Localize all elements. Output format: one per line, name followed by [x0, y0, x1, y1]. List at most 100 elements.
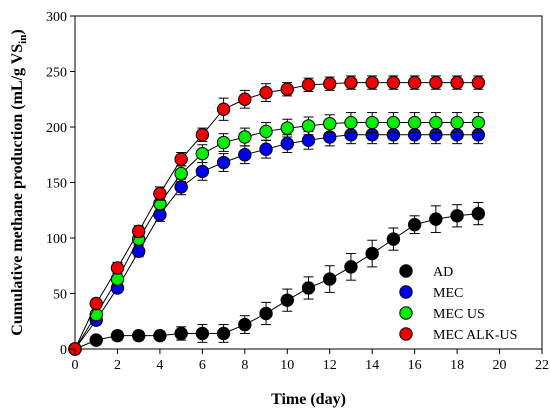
series-mec	[68, 125, 486, 356]
data-point-ad	[365, 246, 379, 261]
data-point-ad	[195, 326, 210, 341]
data-point-mec-us	[450, 115, 464, 130]
x-tick-label: 12	[323, 358, 337, 373]
data-point-ad	[216, 326, 231, 341]
series-layer	[68, 75, 486, 356]
data-point-mec-us	[280, 121, 294, 135]
x-tick-label: 8	[241, 358, 248, 373]
data-point-mec-alk-us	[131, 224, 146, 239]
data-point-mec-us	[323, 116, 337, 131]
data-point-mec-us	[259, 124, 273, 139]
data-point-mec	[238, 148, 252, 162]
data-point-mec-us	[429, 115, 443, 130]
series-mec-us	[68, 112, 486, 356]
data-point-mec-alk-us	[153, 186, 167, 201]
x-tick-label: 20	[493, 358, 507, 373]
data-point-mec-us	[471, 115, 486, 130]
y-axis-title-subscript: in	[17, 35, 29, 44]
data-point-mec	[195, 164, 210, 179]
data-point-ad	[407, 217, 422, 232]
data-point-mec-alk-us	[323, 77, 337, 91]
data-point-mec-alk-us	[344, 75, 358, 90]
data-point-mec-us	[195, 146, 210, 161]
data-point-ad	[429, 212, 443, 226]
data-point-ad	[344, 260, 358, 274]
data-point-ad	[450, 209, 464, 223]
data-point-mec-alk-us	[471, 75, 486, 90]
y-tick-label: 100	[46, 232, 67, 247]
data-point-ad	[238, 317, 252, 332]
data-point-ad	[471, 206, 486, 221]
data-point-ad	[89, 333, 103, 347]
y-axis-title-close: )	[9, 29, 26, 34]
data-point-mec-us	[89, 307, 103, 322]
x-tick-label: 22	[535, 358, 549, 373]
y-axis-title: Cumulative methane production (mL/g VSin…	[9, 29, 29, 335]
data-point-mec-us	[386, 115, 401, 130]
data-point-ad	[110, 328, 125, 343]
data-point-mec-alk-us	[280, 82, 294, 96]
data-point-mec-alk-us	[110, 261, 125, 275]
legend-item-mec-us: MEC US	[399, 306, 485, 322]
data-point-mec-us	[365, 115, 379, 130]
data-point-mec-alk-us	[195, 128, 210, 142]
data-point-mec	[259, 142, 273, 156]
x-tick-label: 2	[114, 358, 121, 373]
data-point-ad	[153, 328, 167, 343]
data-point-mec-alk-us	[259, 85, 273, 100]
x-tick-label: 16	[408, 358, 422, 373]
data-point-mec-alk-us	[365, 75, 379, 90]
y-tick-label: 200	[46, 121, 67, 136]
legend-item-mec: MEC	[399, 285, 463, 301]
series-ad	[68, 201, 486, 356]
data-point-mec	[174, 180, 188, 194]
data-point-mec-us	[344, 115, 358, 130]
x-tick-label: 6	[199, 358, 206, 373]
data-point-ad	[280, 293, 294, 307]
y-axis-title-main: Cumulative methane production (mL/g VS	[9, 44, 26, 336]
data-point-ad	[386, 232, 401, 246]
series-mec-alk-us	[68, 75, 486, 356]
data-point-mec-alk-us	[238, 92, 252, 106]
data-point-mec-alk-us	[174, 152, 188, 166]
data-point-mec-alk-us	[407, 75, 422, 90]
axis-layer: 0 2 4 6 8 10 12 14 16 18 20 22 0 50 100 150 200 250 300	[46, 10, 549, 373]
legend-marker-mec-alk-us	[399, 327, 413, 341]
data-point-mec-us	[216, 135, 231, 150]
x-tick-label: 0	[72, 358, 79, 373]
x-tick-label: 18	[450, 358, 464, 373]
legend-label-mec: MEC	[433, 286, 463, 301]
data-point-mec-us	[238, 130, 252, 144]
legend-label-mec-us: MEC US	[433, 307, 485, 322]
y-tick-label: 250	[46, 66, 67, 81]
data-point-mec-alk-us	[89, 296, 103, 311]
legend-label-mec-alk-us: MEC ALK-US	[433, 328, 517, 343]
x-tick-label: 14	[365, 358, 379, 373]
x-axis-title: Time (day)	[271, 391, 346, 408]
data-point-mec-alk-us	[301, 78, 316, 92]
x-tick-label: 4	[156, 358, 163, 373]
data-point-mec-alk-us	[450, 75, 464, 90]
data-point-ad	[259, 306, 273, 321]
data-point-ad	[301, 281, 316, 295]
legend-marker-mec	[399, 285, 413, 299]
data-point-mec-us	[174, 166, 188, 181]
data-point-mec	[301, 133, 316, 148]
y-tick-label: 150	[46, 177, 67, 192]
legend-item-ad: AD	[399, 264, 453, 280]
legend: AD MEC MEC US MEC ALK-US	[399, 264, 517, 343]
legend-marker-mec-us	[399, 306, 413, 320]
y-tick-label: 0	[60, 343, 67, 358]
legend-item-mec-alk-us: MEC ALK-US	[399, 327, 517, 343]
x-tick-label: 10	[280, 358, 294, 373]
data-point-ad	[323, 272, 337, 286]
y-tick-label: 50	[53, 288, 67, 303]
data-point-mec	[280, 136, 294, 151]
data-point-mec-alk-us	[429, 75, 443, 90]
y-tick-label: 300	[46, 10, 67, 25]
legend-marker-ad	[399, 264, 413, 278]
data-point-mec-us	[407, 115, 422, 130]
legend-label-ad: AD	[433, 265, 453, 280]
data-point-mec-alk-us	[386, 75, 401, 90]
